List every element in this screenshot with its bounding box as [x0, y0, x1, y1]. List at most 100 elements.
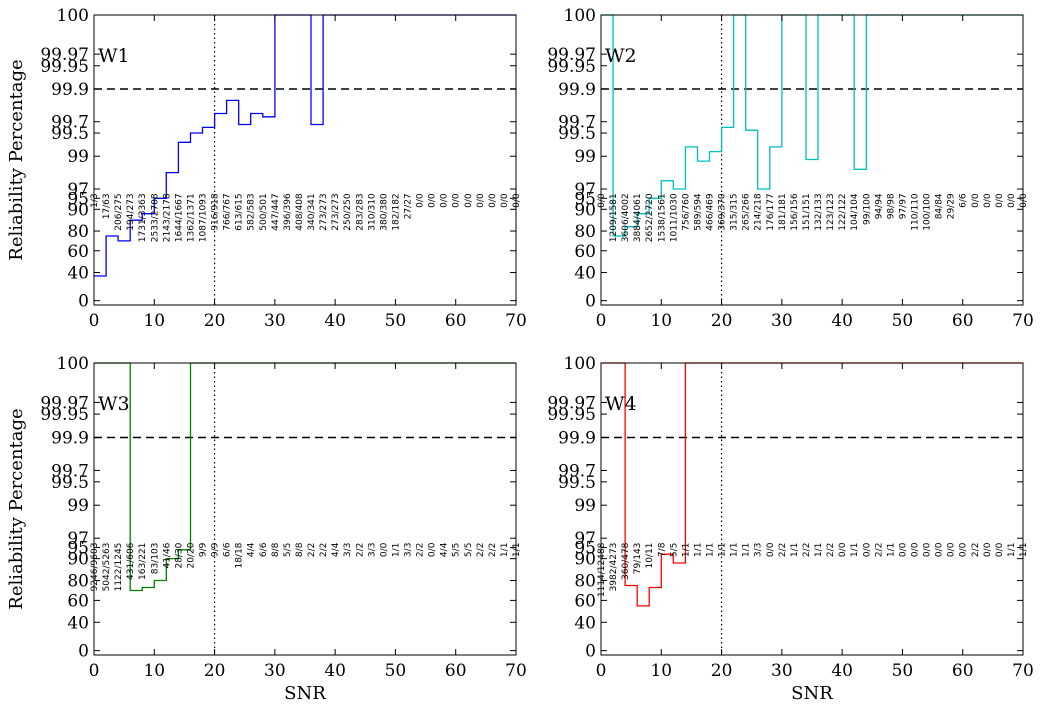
y-tick-label: 99.95	[547, 405, 596, 425]
bin-count-label: 3/3	[403, 543, 413, 557]
bin-count-label: 916/918	[211, 193, 221, 231]
bin-count-label: 2143/2178	[162, 193, 172, 242]
bin-count-label: 273/273	[331, 193, 341, 230]
bin-count-label: 2/2	[307, 543, 317, 557]
plot-frame	[600, 362, 1024, 656]
series-line-w4	[601, 362, 1023, 607]
y-tick-label: 90	[67, 550, 89, 570]
bin-count-label: 28/30	[174, 542, 184, 568]
x-tick-label: 60	[952, 311, 974, 331]
panel-w3: 9246/9603 5042/5263 1122/1245 431/606 163/22…	[6, 354, 527, 704]
x-tick-label: 30	[771, 311, 793, 331]
y-tick-label: 100	[564, 6, 596, 26]
y-tick-label: 97	[574, 180, 596, 200]
x-tick-label: 40	[324, 661, 346, 681]
bin-count-label: 283/283	[355, 193, 365, 230]
x-tick-label: 60	[445, 311, 467, 331]
bin-count-label: 0/0	[910, 542, 920, 557]
bin-count-label: 29/29	[947, 193, 957, 219]
bin-count-label: 500/501	[259, 193, 269, 230]
bin-count-label: 466/469	[706, 193, 716, 231]
bin-count-label: 94/94	[874, 193, 884, 219]
bin-count-label: 1644/1667	[174, 193, 184, 242]
bin-count-label: 0/0	[597, 193, 607, 208]
bin-count-label: 3/3	[754, 543, 764, 557]
x-tick-label: 50	[892, 661, 914, 681]
y-tick-label: 80	[67, 572, 89, 592]
bin-count-label: 5/5	[669, 543, 679, 557]
bin-count-label: 408/408	[295, 193, 305, 231]
y-tick-label: 99	[67, 496, 89, 516]
bin-count-label: 265/266	[742, 193, 752, 231]
bin-count-label: 18/18	[235, 542, 245, 568]
bin-count-label: 0/0	[464, 193, 474, 208]
bin-count-label: 2652/2720	[645, 193, 655, 242]
x-tick-label: 20	[711, 661, 733, 681]
y-tick-label: 80	[574, 222, 596, 242]
bin-count-label: 0/0	[440, 193, 450, 208]
x-tick-label: 50	[892, 311, 914, 331]
bin-count-label: 1/1	[693, 543, 703, 557]
y-tick-label: 99.97	[40, 393, 89, 413]
bin-count-label: 151/151	[802, 193, 812, 230]
bin-count-label: 0/0	[766, 542, 776, 557]
bin-count-label: 1/1	[706, 543, 716, 557]
bin-count-label: 83/103	[150, 543, 160, 575]
y-tick-label: 40	[67, 264, 89, 284]
y-tick-label: 99.5	[558, 124, 596, 144]
y-tick-label: 99.95	[40, 57, 89, 77]
bin-count-label: 104/104	[850, 193, 860, 231]
bin-count-label: 0/0	[476, 193, 486, 208]
x-tick-label: 70	[505, 311, 527, 331]
x-tick-label: 40	[831, 311, 853, 331]
bin-count-label: 340/341	[307, 193, 317, 230]
bin-count-label: 132/133	[814, 193, 824, 230]
x-tick-label: 10	[143, 311, 165, 331]
bin-count-label: 766/767	[223, 193, 233, 230]
bin-count-label: 0/0	[947, 542, 957, 557]
y-tick-label: 97	[67, 180, 89, 200]
bin-count-label: 0/0	[428, 193, 438, 208]
bin-count-label: 122/122	[838, 193, 848, 230]
bin-count-label: 369/370	[718, 193, 728, 231]
x-axis-title: SNR	[791, 683, 833, 704]
x-tick-label: 30	[264, 311, 286, 331]
bin-count-label: 396/396	[283, 193, 293, 231]
bin-count-label: 1/1	[718, 543, 728, 557]
bin-count-label: 447/447	[271, 193, 281, 230]
bin-count-label: 0/0	[416, 193, 426, 208]
y-tick-label: 0	[585, 642, 596, 662]
bin-count-label: 273/273	[319, 193, 329, 230]
bin-count-label: 0/0	[898, 542, 908, 557]
panel-w1: 1/3 17/63 206/275 194/273 1731/3363 2533/2708…	[6, 6, 527, 331]
y-tick-label: 40	[574, 613, 596, 633]
y-tick-label: 99.7	[51, 461, 89, 481]
plot-frame	[93, 14, 517, 306]
bin-count-label: 0/0	[995, 542, 1005, 557]
y-tick-label: 100	[564, 354, 596, 374]
bin-count-label: 84/84	[935, 193, 945, 219]
bin-count-label: 156/156	[790, 193, 800, 231]
y-axis-title: Reliability Percentage	[6, 408, 27, 609]
panel-label: W3	[98, 393, 130, 415]
bin-count-label: 0/0	[452, 193, 462, 208]
bin-count-label: 431/606	[126, 542, 136, 580]
bin-count-label: 1/1	[814, 543, 824, 557]
bin-count-label: 8/8	[295, 542, 305, 557]
plot-frame	[600, 14, 1024, 306]
bin-count-label: 0/0	[983, 193, 993, 208]
bin-count-label: 589/594	[693, 193, 703, 231]
bin-count-label: 214/218	[754, 193, 764, 231]
y-tick-label: 0	[78, 292, 89, 312]
y-axis-title: Reliability Percentage	[6, 59, 27, 260]
bin-count-label: 2533/2708	[150, 193, 160, 242]
bin-count-label: 1011/1030	[669, 193, 679, 242]
y-tick-label: 99.9	[51, 428, 89, 448]
y-tick-label: 95	[67, 539, 89, 559]
bin-count-label: 5/5	[283, 543, 293, 557]
bin-count-label: 123/123	[826, 193, 836, 230]
x-tick-label: 50	[385, 311, 407, 331]
bin-count-label: 79/143	[633, 543, 643, 575]
bin-count-label: 2/2	[971, 543, 981, 557]
